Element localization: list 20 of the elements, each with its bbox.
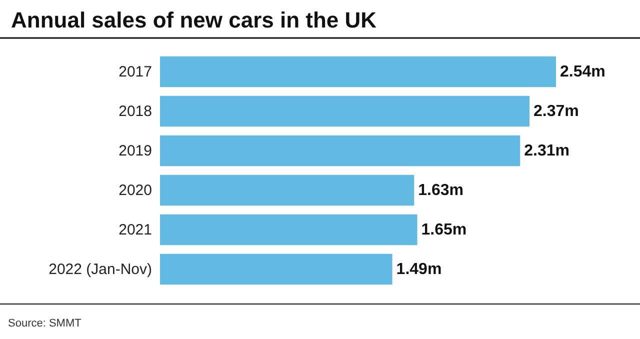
data-label: 1.63m: [418, 182, 464, 199]
y-tick-label: 2017: [118, 63, 152, 80]
data-label: 1.65m: [421, 221, 467, 238]
chart-title: Annual sales of new cars in the UK: [11, 8, 377, 32]
source-note: Source: SMMT: [8, 318, 82, 330]
data-label: 2.54m: [560, 63, 606, 80]
data-label: 2.31m: [524, 142, 570, 160]
bar: [160, 254, 392, 285]
bar: [160, 135, 520, 166]
data-label: 1.49m: [396, 260, 442, 278]
y-tick-label: 2022 (Jan-Nov): [48, 260, 152, 278]
y-tick-label: 2018: [118, 102, 152, 120]
bar: [160, 96, 530, 127]
bar: [160, 174, 414, 206]
data-label: 2.37m: [533, 102, 579, 120]
bar: [160, 56, 556, 88]
y-tick-label: 2019: [118, 142, 152, 160]
y-tick-label: 2021: [118, 221, 152, 238]
y-tick-label: 2020: [118, 182, 152, 199]
bar: [160, 214, 418, 246]
